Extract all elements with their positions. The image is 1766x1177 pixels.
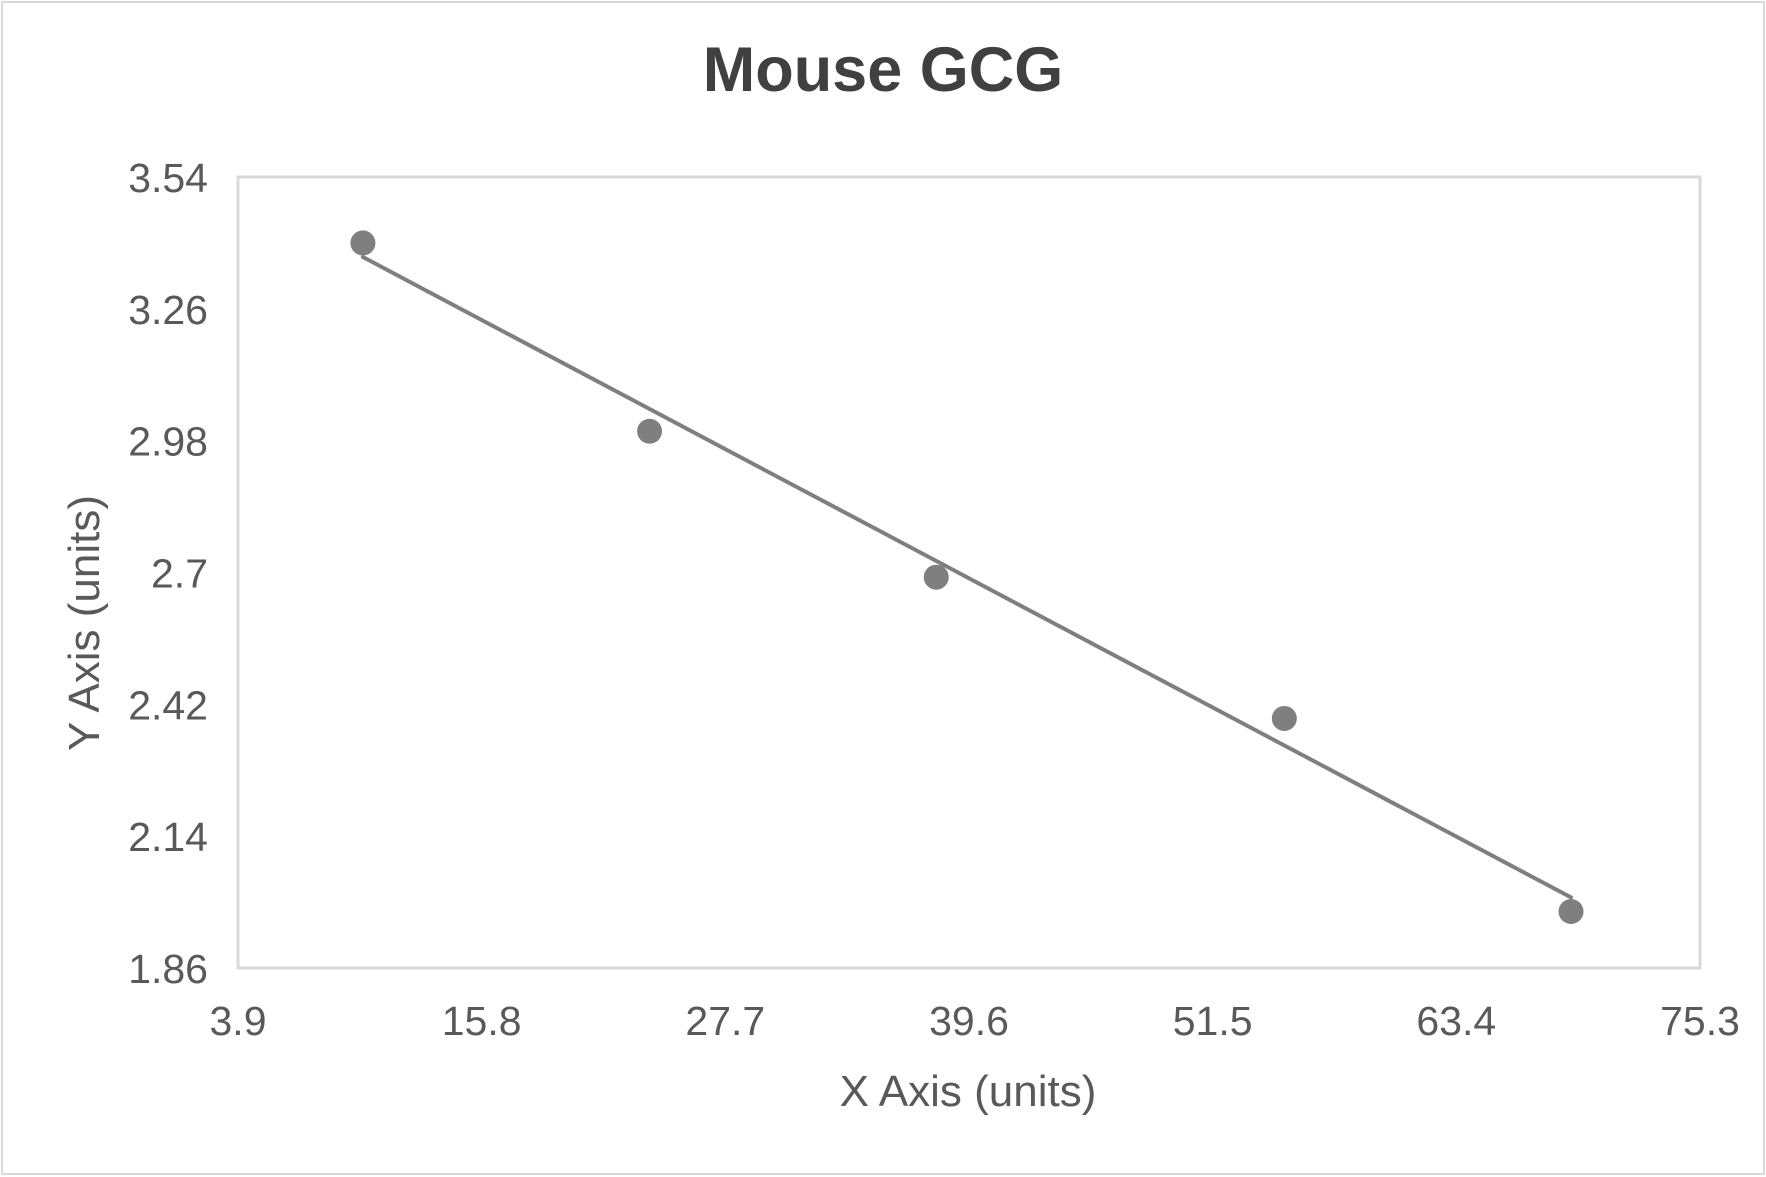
y-tick-label: 2.42 bbox=[128, 682, 208, 728]
data-point bbox=[923, 564, 949, 590]
x-tick-label: 27.7 bbox=[685, 998, 765, 1044]
data-points bbox=[350, 230, 1584, 924]
y-tick-label: 3.54 bbox=[128, 155, 208, 201]
y-tick-label: 3.26 bbox=[128, 287, 208, 333]
y-tick-label: 2.14 bbox=[128, 814, 208, 860]
data-point bbox=[637, 418, 663, 444]
x-axis-ticks: 3.9 15.8 27.7 39.6 51.5 63.4 75.3 bbox=[210, 998, 1740, 1044]
trendline bbox=[360, 255, 1573, 900]
x-tick-label: 3.9 bbox=[210, 998, 267, 1044]
data-point bbox=[350, 230, 376, 256]
data-point bbox=[1558, 899, 1584, 924]
y-tick-label: 2.7 bbox=[151, 551, 208, 597]
x-tick-label: 63.4 bbox=[1416, 998, 1496, 1044]
x-tick-label: 15.8 bbox=[442, 998, 522, 1044]
chart-title: Mouse GCG bbox=[702, 35, 1064, 105]
x-tick-label: 39.6 bbox=[929, 998, 1009, 1044]
y-tick-label: 2.98 bbox=[128, 419, 208, 465]
x-tick-label: 75.3 bbox=[1660, 998, 1740, 1044]
y-axis-title: Y Axis (units) bbox=[60, 495, 109, 751]
x-axis-title: X Axis (units) bbox=[840, 1067, 1097, 1116]
x-tick-label: 51.5 bbox=[1173, 998, 1253, 1044]
y-axis-ticks: 3.54 3.26 2.98 2.7 2.42 2.14 1.86 bbox=[128, 155, 208, 992]
plot-area bbox=[236, 175, 1702, 970]
data-point bbox=[1271, 705, 1297, 731]
y-tick-label: 1.86 bbox=[128, 946, 208, 992]
